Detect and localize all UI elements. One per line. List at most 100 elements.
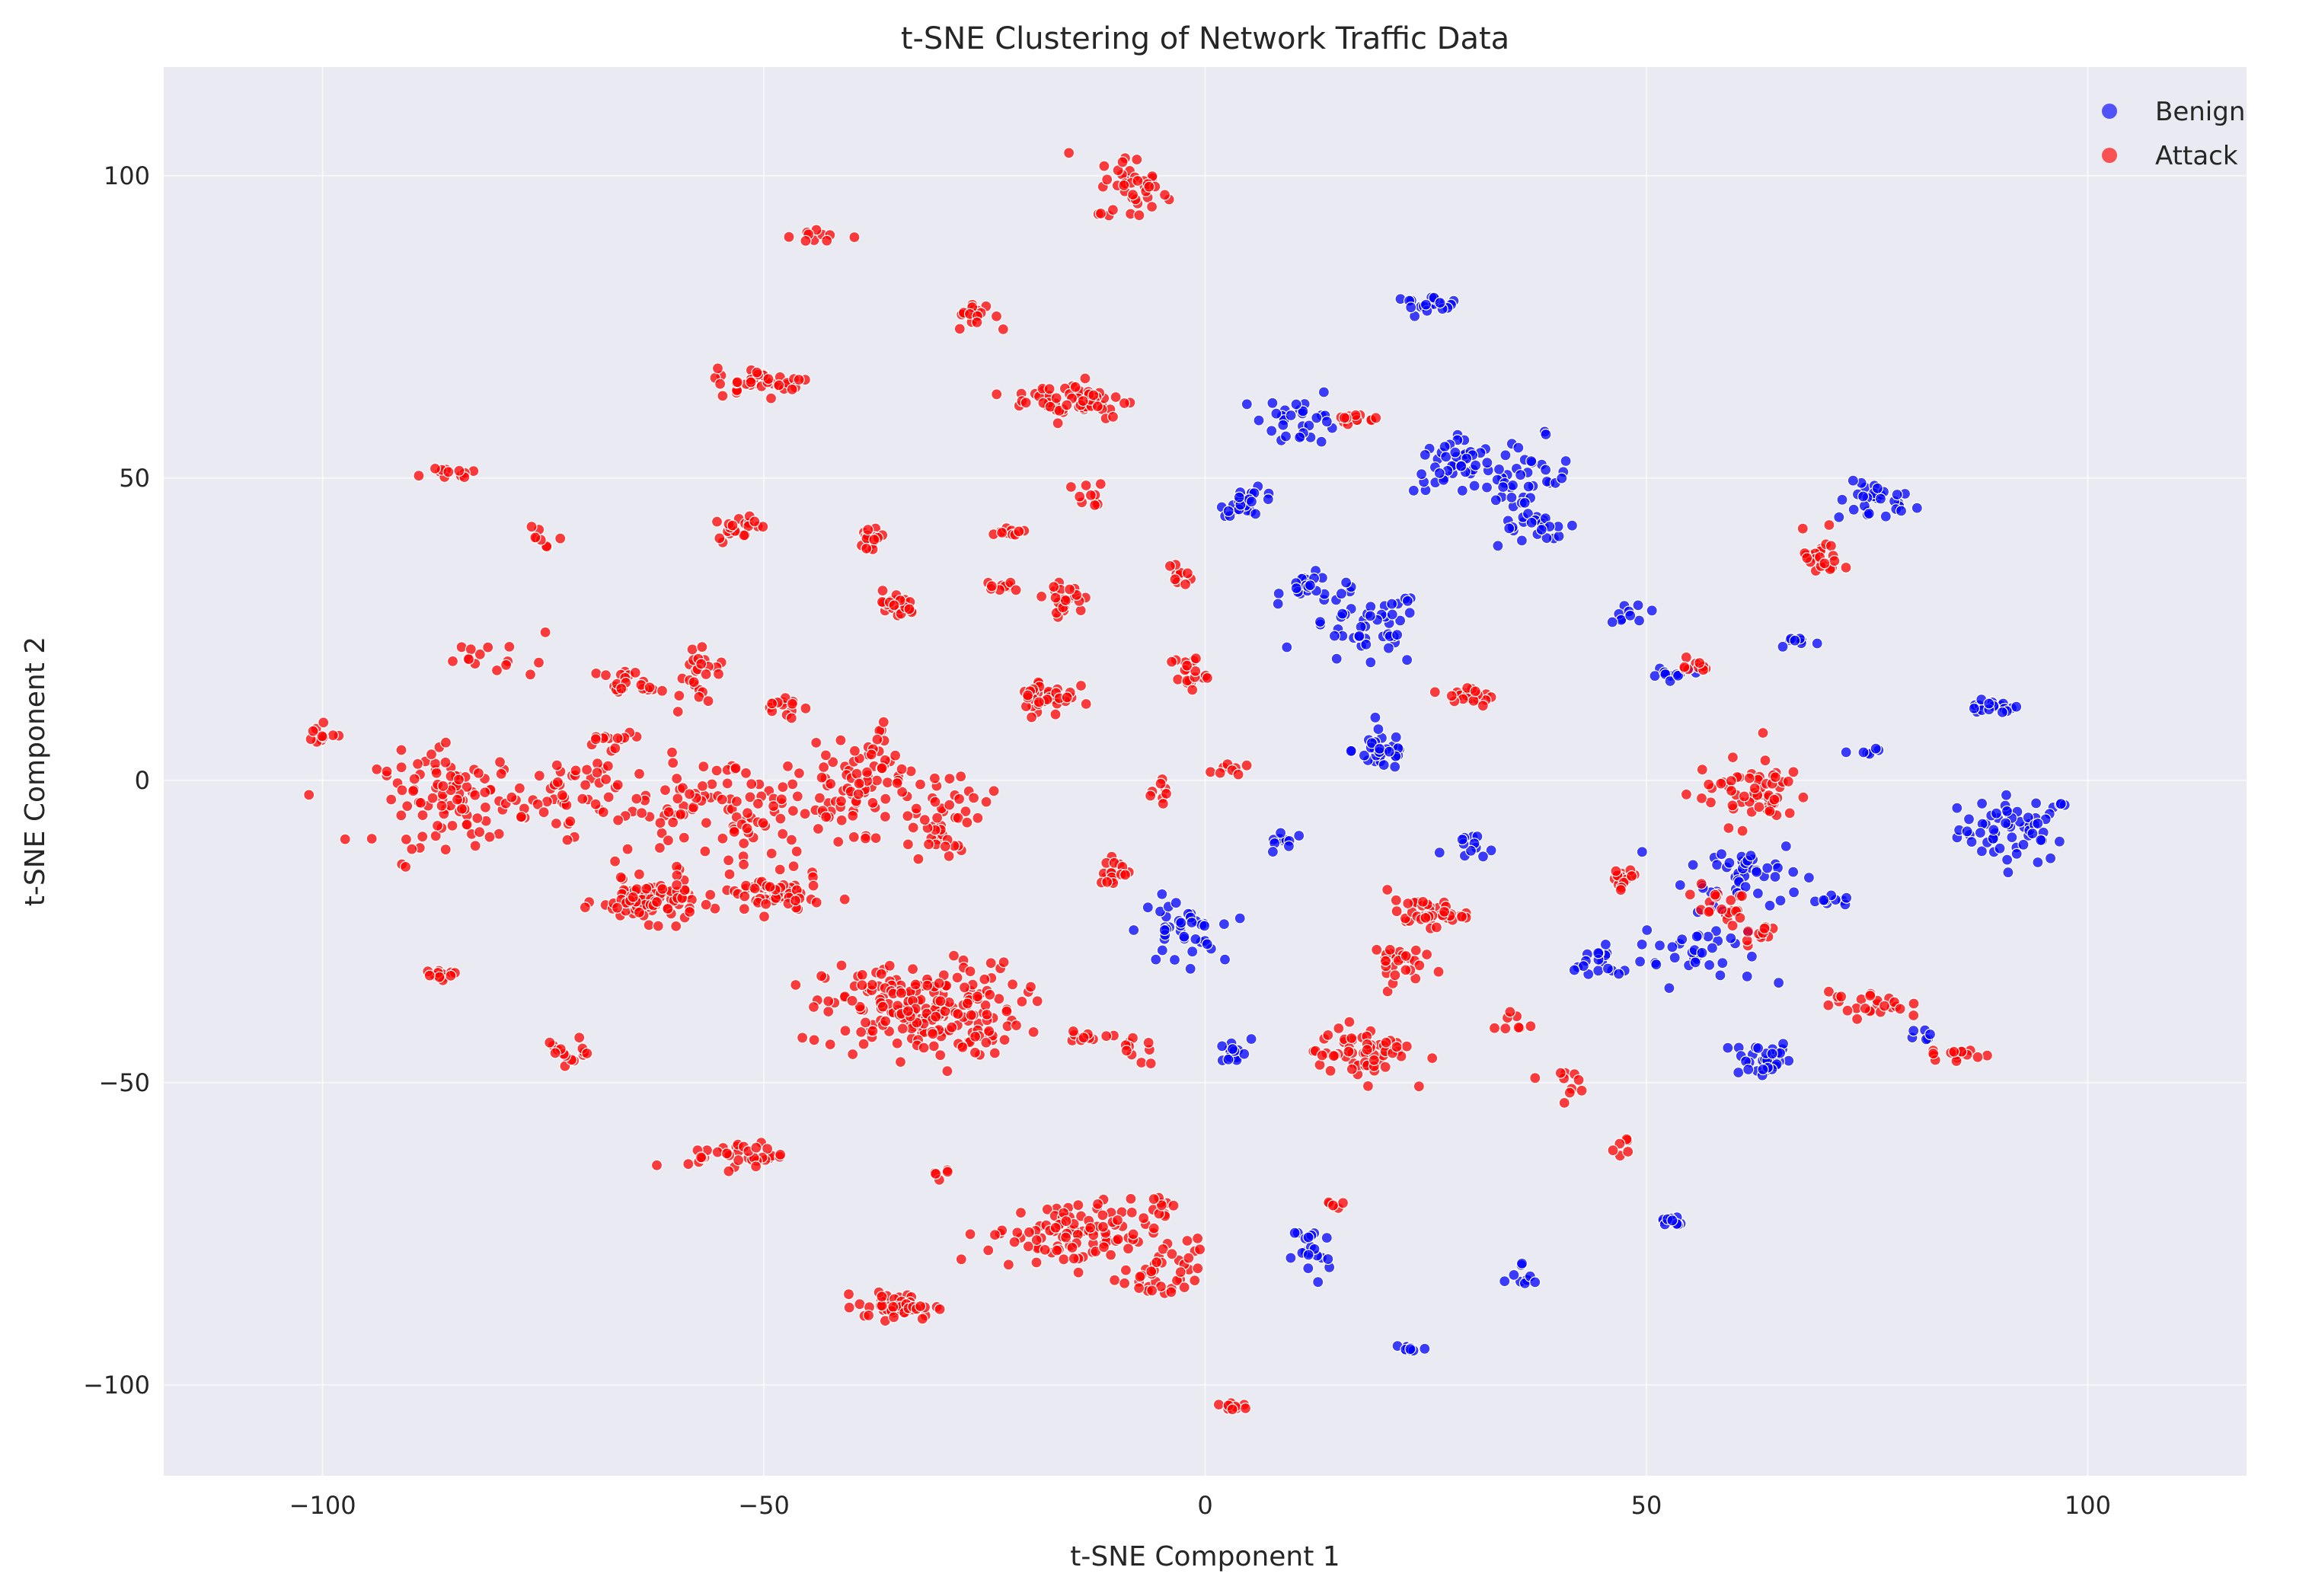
- data-point-benign: [1419, 1342, 1431, 1355]
- data-point-attack: [627, 891, 639, 903]
- x-tick-label: −50: [738, 1491, 790, 1520]
- data-point-attack: [1068, 1253, 1080, 1265]
- data-point-attack: [671, 870, 683, 882]
- data-point-attack: [894, 1055, 907, 1068]
- data-point-benign: [1128, 924, 1140, 937]
- data-point-attack: [1316, 1049, 1328, 1061]
- data-point-benign: [1419, 448, 1431, 461]
- data-point-attack: [824, 1038, 836, 1051]
- data-point-attack: [1725, 894, 1737, 906]
- data-point-attack: [608, 855, 621, 867]
- data-point-benign: [1722, 1042, 1734, 1054]
- data-point-attack: [1138, 1212, 1150, 1224]
- data-point-benign: [1780, 840, 1792, 853]
- data-point-benign: [1592, 947, 1605, 959]
- data-point-attack: [921, 979, 934, 991]
- data-point-attack: [1145, 200, 1158, 213]
- data-point-attack: [774, 863, 786, 876]
- data-point-attack: [909, 978, 921, 991]
- data-point-attack: [479, 786, 491, 799]
- data-point-attack: [1379, 1061, 1391, 1073]
- data-point-benign: [1499, 449, 1512, 461]
- data-point-attack: [896, 786, 909, 798]
- data-point-attack: [611, 902, 624, 914]
- data-point-benign: [1311, 412, 1323, 424]
- data-point-attack: [1078, 1032, 1090, 1044]
- data-point-attack: [653, 841, 666, 854]
- data-point-attack: [1094, 477, 1107, 490]
- data-point-attack: [752, 797, 765, 810]
- data-point-attack: [1066, 1241, 1078, 1254]
- data-point-benign: [1233, 491, 1245, 503]
- data-point-benign: [1674, 879, 1686, 892]
- data-point-benign: [1328, 630, 1341, 642]
- data-point-attack: [1030, 1256, 1043, 1269]
- data-point-benign: [1218, 918, 1231, 930]
- data-point-attack: [1678, 661, 1691, 673]
- data-point-attack: [1186, 684, 1199, 696]
- data-point-attack: [1734, 911, 1746, 924]
- data-point-benign: [1293, 829, 1305, 842]
- data-point-attack: [699, 845, 711, 857]
- data-point-attack: [998, 956, 1010, 969]
- data-point-benign: [1706, 942, 1718, 954]
- data-point-attack: [1091, 400, 1104, 413]
- data-point-attack: [700, 668, 712, 681]
- data-point-benign: [1456, 484, 1468, 496]
- data-point-benign: [1811, 637, 1823, 650]
- data-point-attack: [695, 1151, 707, 1163]
- data-point-attack: [764, 880, 776, 893]
- data-point-attack: [683, 788, 696, 800]
- data-point-benign: [1373, 742, 1386, 755]
- data-point-attack: [728, 825, 740, 838]
- data-point-benign: [2045, 852, 2057, 864]
- data-point-benign: [2000, 789, 2013, 801]
- data-point-attack: [902, 1005, 915, 1017]
- data-point-benign: [1641, 924, 1653, 937]
- data-point-attack: [944, 772, 956, 785]
- data-point-attack: [1742, 925, 1754, 937]
- data-point-benign: [1714, 969, 1726, 982]
- data-point-attack: [731, 376, 743, 388]
- data-point-attack: [832, 835, 845, 848]
- data-point-attack: [1948, 1045, 1960, 1058]
- data-point-attack: [1825, 540, 1837, 552]
- data-point-benign: [1636, 846, 1648, 858]
- data-point-attack: [395, 809, 407, 822]
- data-point-attack: [490, 664, 503, 677]
- data-point-benign: [1321, 416, 1333, 428]
- data-point-attack: [1119, 869, 1132, 881]
- series-benign: [1128, 292, 2071, 1357]
- data-point-attack: [902, 838, 915, 851]
- data-point-attack: [1183, 1252, 1195, 1264]
- data-point-attack: [1241, 759, 1253, 771]
- data-point-benign: [1266, 845, 1279, 858]
- data-point-attack: [1174, 1266, 1186, 1278]
- data-point-benign: [1302, 1249, 1314, 1261]
- data-point-benign: [1314, 615, 1327, 628]
- data-point-benign: [1976, 797, 1988, 809]
- data-point-attack: [1118, 397, 1131, 410]
- data-point-benign: [1664, 675, 1676, 688]
- data-point-attack: [445, 969, 457, 982]
- data-point-attack: [812, 822, 825, 835]
- data-point-benign: [1553, 530, 1565, 542]
- data-point-benign: [1874, 493, 1887, 505]
- data-point-attack: [835, 795, 848, 807]
- data-point-attack: [1016, 995, 1028, 1008]
- data-point-attack: [749, 1160, 762, 1173]
- data-point-attack: [711, 362, 724, 375]
- data-point-attack: [1031, 995, 1043, 1007]
- data-point-attack: [1337, 1197, 1349, 1209]
- data-point-attack: [474, 648, 486, 660]
- data-point-attack: [1181, 567, 1194, 579]
- data-point-attack: [1062, 147, 1075, 159]
- data-point-attack: [749, 883, 761, 895]
- data-point-attack: [876, 762, 888, 774]
- data-point-benign: [2032, 856, 2044, 869]
- data-point-attack: [1143, 180, 1155, 193]
- data-point-attack: [1059, 594, 1071, 607]
- data-point-attack: [800, 702, 812, 714]
- data-point-attack: [1610, 865, 1622, 877]
- data-point-attack: [783, 231, 795, 243]
